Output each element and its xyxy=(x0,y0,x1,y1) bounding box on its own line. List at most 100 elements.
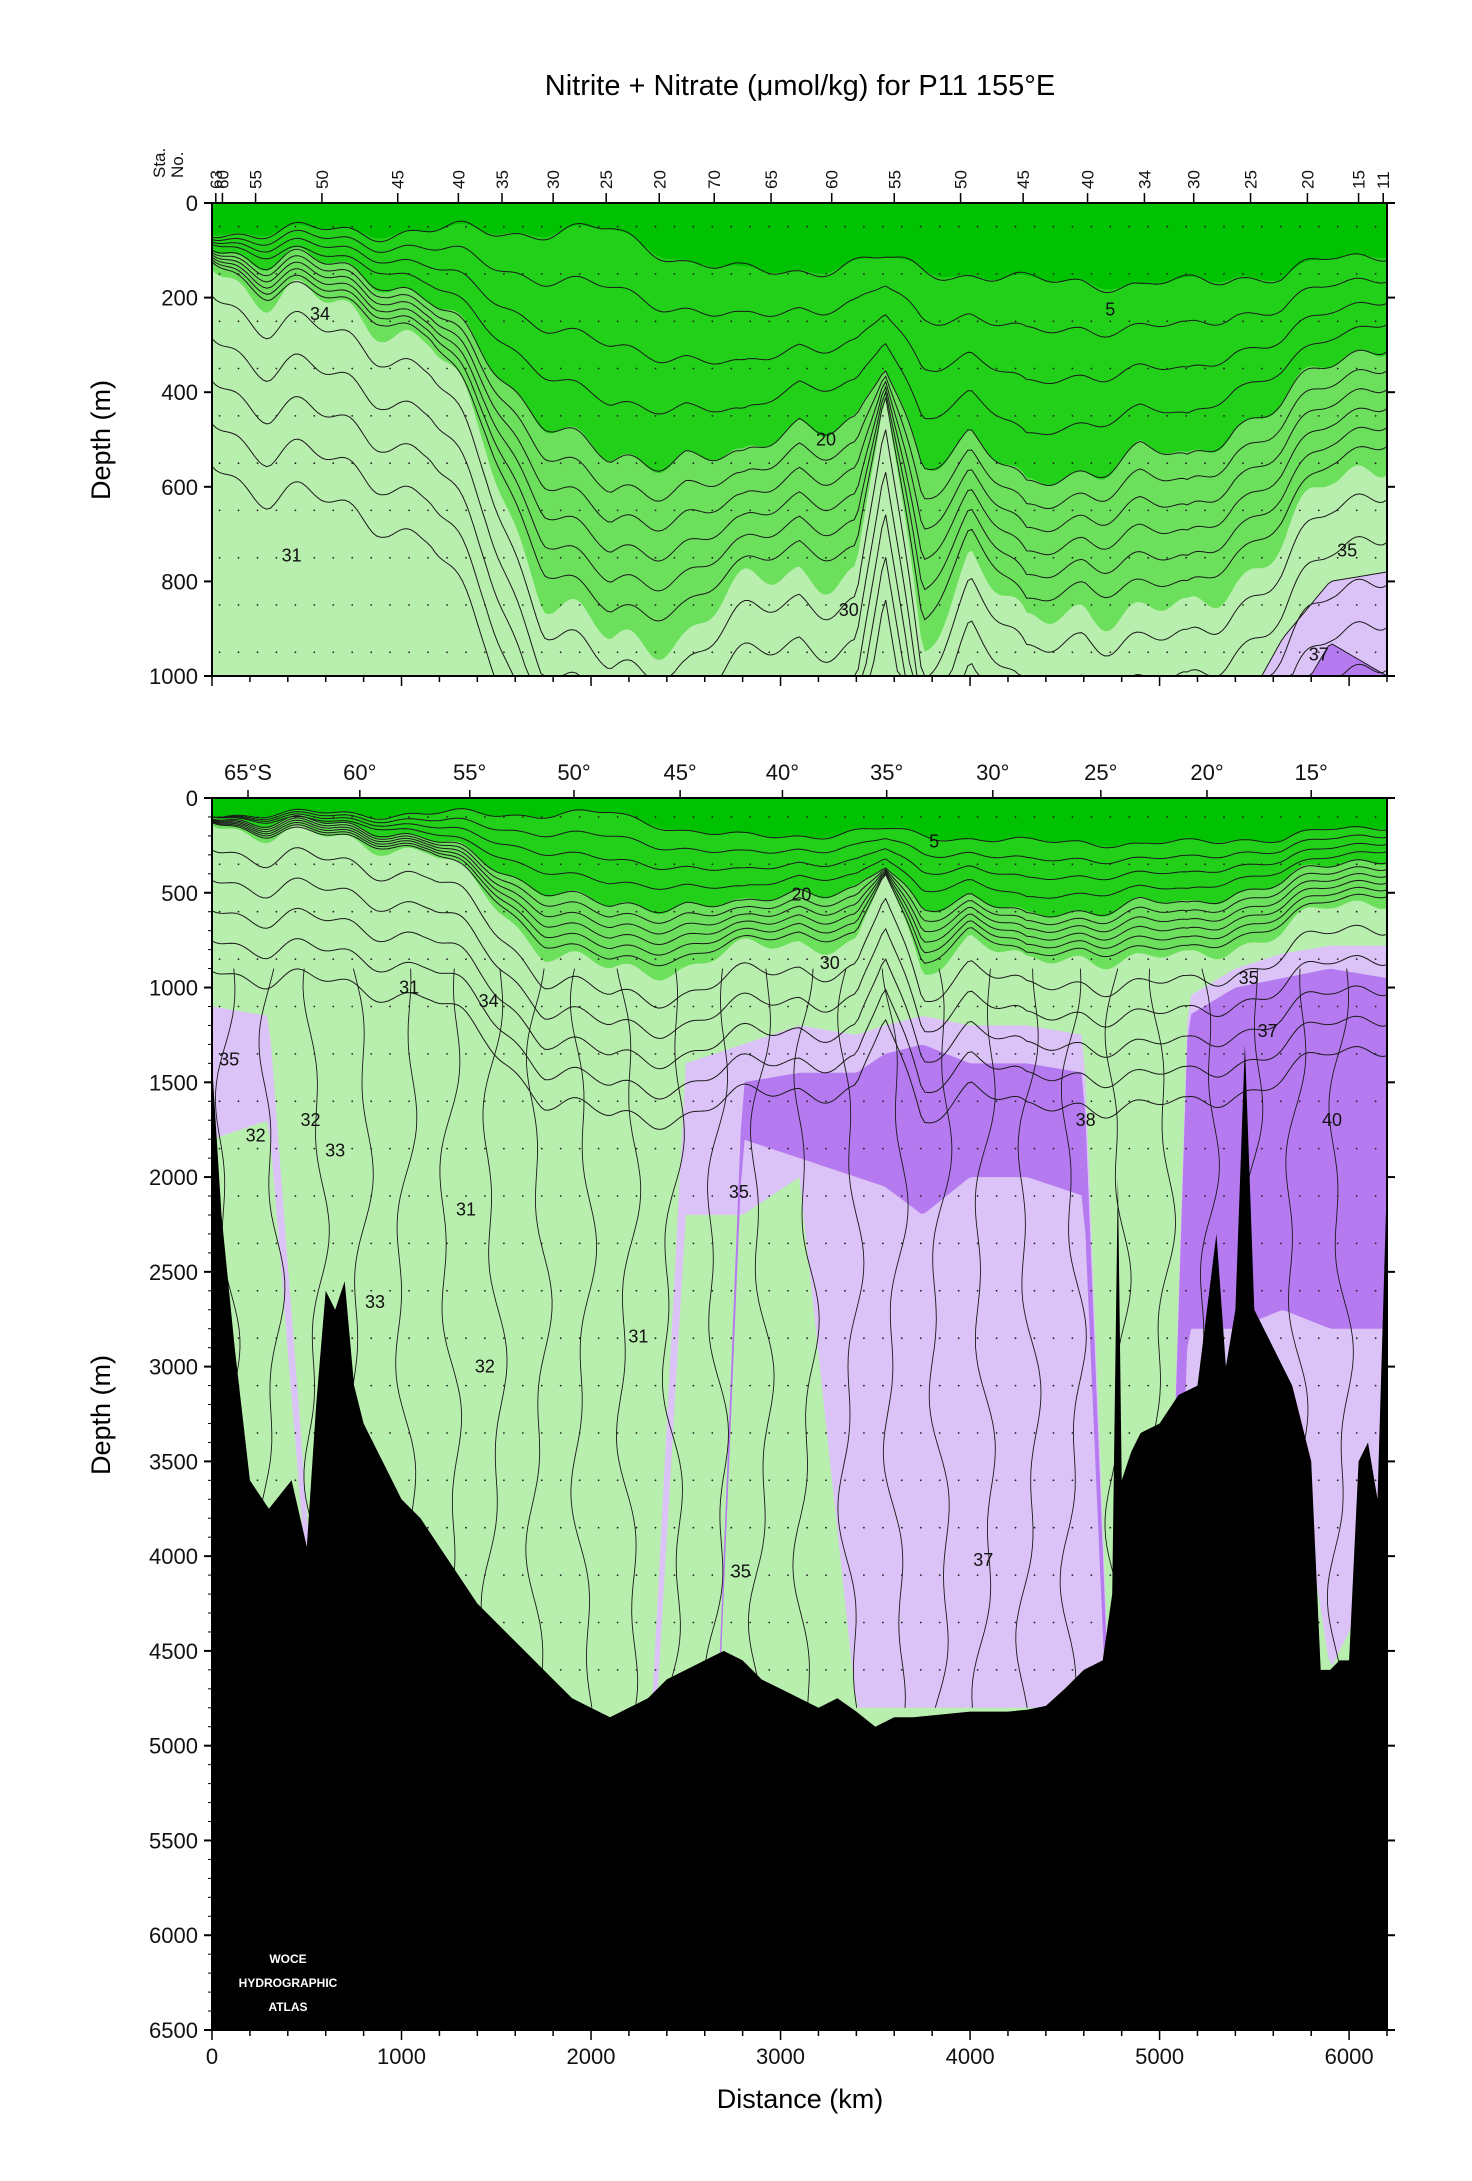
sample-dot xyxy=(1242,863,1244,866)
sample-dot xyxy=(446,320,448,323)
band-20-30 xyxy=(212,247,1387,661)
sample-dot xyxy=(635,367,638,370)
latitude-label: 65°S xyxy=(224,760,272,785)
sample-dot xyxy=(1071,225,1074,228)
sample-dot xyxy=(1185,1053,1187,1055)
sample-dot xyxy=(237,225,240,228)
sample-dot xyxy=(825,1242,827,1245)
sample-dot xyxy=(1090,1621,1093,1624)
sample-dot xyxy=(408,273,410,275)
sample-dot xyxy=(1166,1147,1169,1150)
sample-dot xyxy=(673,1242,676,1245)
sample-dot xyxy=(1204,509,1206,512)
sample-dot xyxy=(806,509,808,512)
sample-dot xyxy=(749,415,752,417)
sample-dot xyxy=(408,1289,410,1292)
sample-dot xyxy=(919,1669,922,1671)
sample-dot xyxy=(938,367,941,370)
sample-dot xyxy=(1166,1195,1169,1197)
lower-contour-line xyxy=(212,907,1387,1070)
sample-dot xyxy=(484,273,486,275)
sample-dot xyxy=(1336,273,1339,275)
sample-dot xyxy=(844,1195,846,1197)
sample-dot xyxy=(484,367,486,370)
sample-dot xyxy=(313,1147,316,1150)
sample-dot xyxy=(616,462,619,465)
sample-dot xyxy=(900,1669,903,1671)
sample-dot xyxy=(919,1479,922,1482)
sample-dot xyxy=(1071,1621,1074,1624)
sample-dot xyxy=(370,1053,373,1055)
sample-dot xyxy=(332,509,335,512)
sample-dot xyxy=(540,225,543,228)
sample-dot xyxy=(995,1053,998,1055)
sample-dot xyxy=(692,1242,695,1245)
sample-dot xyxy=(1336,320,1339,323)
sample-dot xyxy=(711,1147,714,1150)
sample-dot xyxy=(1280,415,1282,417)
sample-dot xyxy=(1336,415,1339,417)
sample-dot xyxy=(1204,604,1206,606)
sample-dot xyxy=(1166,273,1169,275)
sample-dot xyxy=(597,910,600,913)
sample-dot xyxy=(427,320,429,323)
sample-dot xyxy=(711,1053,714,1055)
sample-dot xyxy=(1109,462,1112,465)
sample-dot xyxy=(446,1100,448,1103)
sample-dot xyxy=(1185,1289,1187,1292)
sample-dot xyxy=(1355,556,1358,559)
sample-dot xyxy=(597,816,600,818)
sample-dot xyxy=(503,320,505,323)
sample-dot xyxy=(1336,1621,1339,1624)
station-number: 60 xyxy=(823,170,842,189)
contour-value-label: 32 xyxy=(300,1110,320,1130)
sample-dot xyxy=(1052,651,1055,654)
sample-dot xyxy=(1071,604,1074,606)
sample-dot xyxy=(294,863,297,866)
sample-dot xyxy=(1128,225,1131,228)
sample-dot xyxy=(503,556,505,559)
sample-dot xyxy=(768,1669,771,1671)
sample-dot xyxy=(1317,1195,1320,1197)
sample-dot xyxy=(1280,1289,1282,1292)
sample-dot xyxy=(616,367,619,370)
sample-dot xyxy=(1014,863,1017,866)
sample-dot xyxy=(919,1242,922,1245)
sample-dot xyxy=(427,556,429,559)
sample-dot xyxy=(408,604,410,606)
sample-dot xyxy=(1242,1053,1244,1055)
sample-dot xyxy=(313,415,316,417)
sample-dot xyxy=(919,509,922,512)
sample-dot xyxy=(351,225,354,228)
sample-dot xyxy=(256,273,259,275)
sample-dot xyxy=(332,1147,335,1150)
sample-dot xyxy=(635,1479,638,1482)
sample-dot xyxy=(1166,1337,1169,1340)
x-tick-label: 4000 xyxy=(946,2044,995,2069)
sample-dot xyxy=(616,1621,619,1624)
sample-dot xyxy=(1204,320,1206,323)
sample-dot xyxy=(806,1384,808,1387)
sample-dot xyxy=(1242,415,1244,417)
sample-dot xyxy=(995,415,998,417)
sample-dot xyxy=(1336,1289,1339,1292)
station-number: 25 xyxy=(1242,170,1261,189)
sample-dot xyxy=(1109,509,1112,512)
sample-dot xyxy=(1033,367,1036,370)
lower-contour-line xyxy=(928,968,953,1708)
sample-dot xyxy=(844,1337,846,1340)
sample-dot xyxy=(900,1100,903,1103)
sample-dot xyxy=(692,1526,695,1529)
sample-dot xyxy=(294,1053,297,1055)
sample-dot xyxy=(1147,509,1150,512)
sample-dot xyxy=(844,1621,846,1624)
sample-dot xyxy=(578,1479,581,1482)
sample-dot xyxy=(1298,910,1301,913)
sample-dot xyxy=(768,225,771,228)
latitude-label: 25° xyxy=(1084,760,1117,785)
sample-dot xyxy=(1166,1100,1169,1103)
sample-dot xyxy=(218,1053,221,1055)
sample-dot xyxy=(882,651,884,654)
